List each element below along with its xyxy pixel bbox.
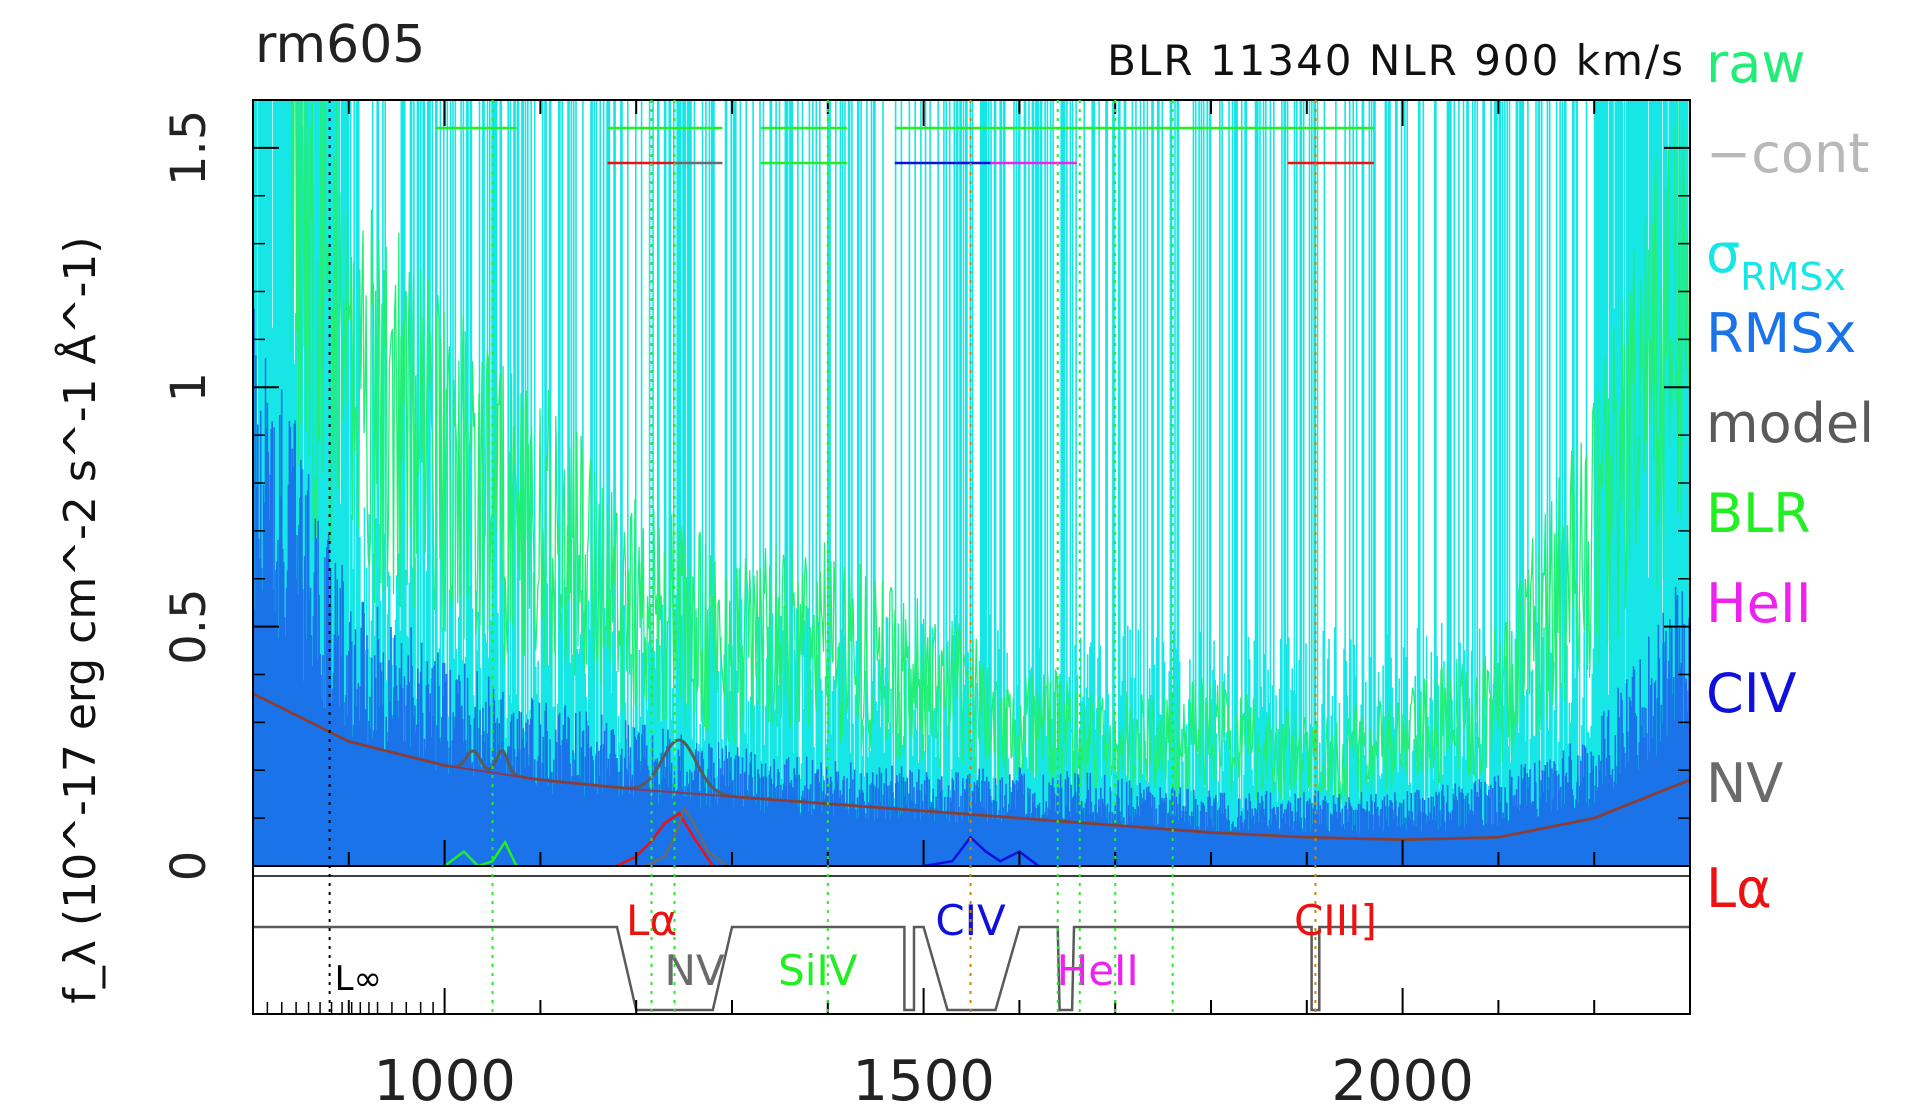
line-label-siiv: SiIV	[778, 946, 858, 995]
raw-series	[290, 100, 1690, 805]
y-tick-label-group-3: 1.5	[161, 110, 217, 186]
y-tick-label-1: 0.5	[161, 588, 217, 664]
continuum-model-line	[253, 692, 1690, 841]
legend-item-3: RMSx	[1706, 302, 1856, 365]
component-2-line	[923, 835, 1040, 866]
line-label-heii: HeII	[1057, 946, 1139, 995]
component-1-line	[645, 805, 728, 866]
y-tick-label-0: 0	[161, 851, 217, 882]
object-name: rm605	[255, 15, 425, 75]
legend-item-2: σRMSx	[1706, 222, 1846, 299]
x-tick-label-2: 2000	[1331, 1049, 1474, 1111]
y-tick-label-group-0: 0	[161, 851, 217, 882]
chart-subtitle: BLR 11340 NLR 900 km/s	[1107, 36, 1685, 85]
legend-item-2-sub: RMSx	[1740, 255, 1846, 299]
main-plot-area	[253, 100, 1690, 866]
y-tick-label-3: 1.5	[161, 110, 217, 186]
x-tick-label-0: 1000	[373, 1049, 516, 1111]
y-axis-label-text: f_λ (10^-17 erg cm^-2 s^-1 Å^-1)	[53, 236, 106, 1003]
lyman-limit-label: L∞	[335, 959, 382, 999]
y-tick-label-group-1: 0.5	[161, 588, 217, 664]
line-label-nv: NV	[664, 946, 724, 995]
component-3-line	[443, 839, 518, 866]
legend-item-2-base: σ	[1706, 222, 1740, 285]
legend-item-1: −cont	[1706, 122, 1869, 185]
y-axis-label: f_λ (10^-17 erg cm^-2 s^-1 Å^-1)	[53, 236, 106, 1003]
legend-item-9: Lα	[1706, 857, 1772, 920]
x-tick-label-1: 1500	[852, 1049, 995, 1111]
axes: 0 0.5 1 1.5 1000 1500 2000	[161, 100, 1691, 1111]
legend-item-4: model	[1706, 392, 1874, 455]
legend-item-7: CIV	[1706, 662, 1797, 725]
y-tick-label-group-2: 1	[161, 372, 217, 403]
main-panel	[253, 100, 1690, 866]
legend-item-5: BLR	[1706, 482, 1811, 545]
legend-item-8: NV	[1706, 752, 1783, 815]
legend-item-0: raw	[1706, 32, 1805, 95]
legend-item-6: HeII	[1706, 572, 1812, 635]
line-label-ciii: CIII]	[1294, 896, 1377, 945]
rmsx-series	[253, 308, 1690, 866]
y-tick-label-2: 1	[161, 372, 217, 403]
